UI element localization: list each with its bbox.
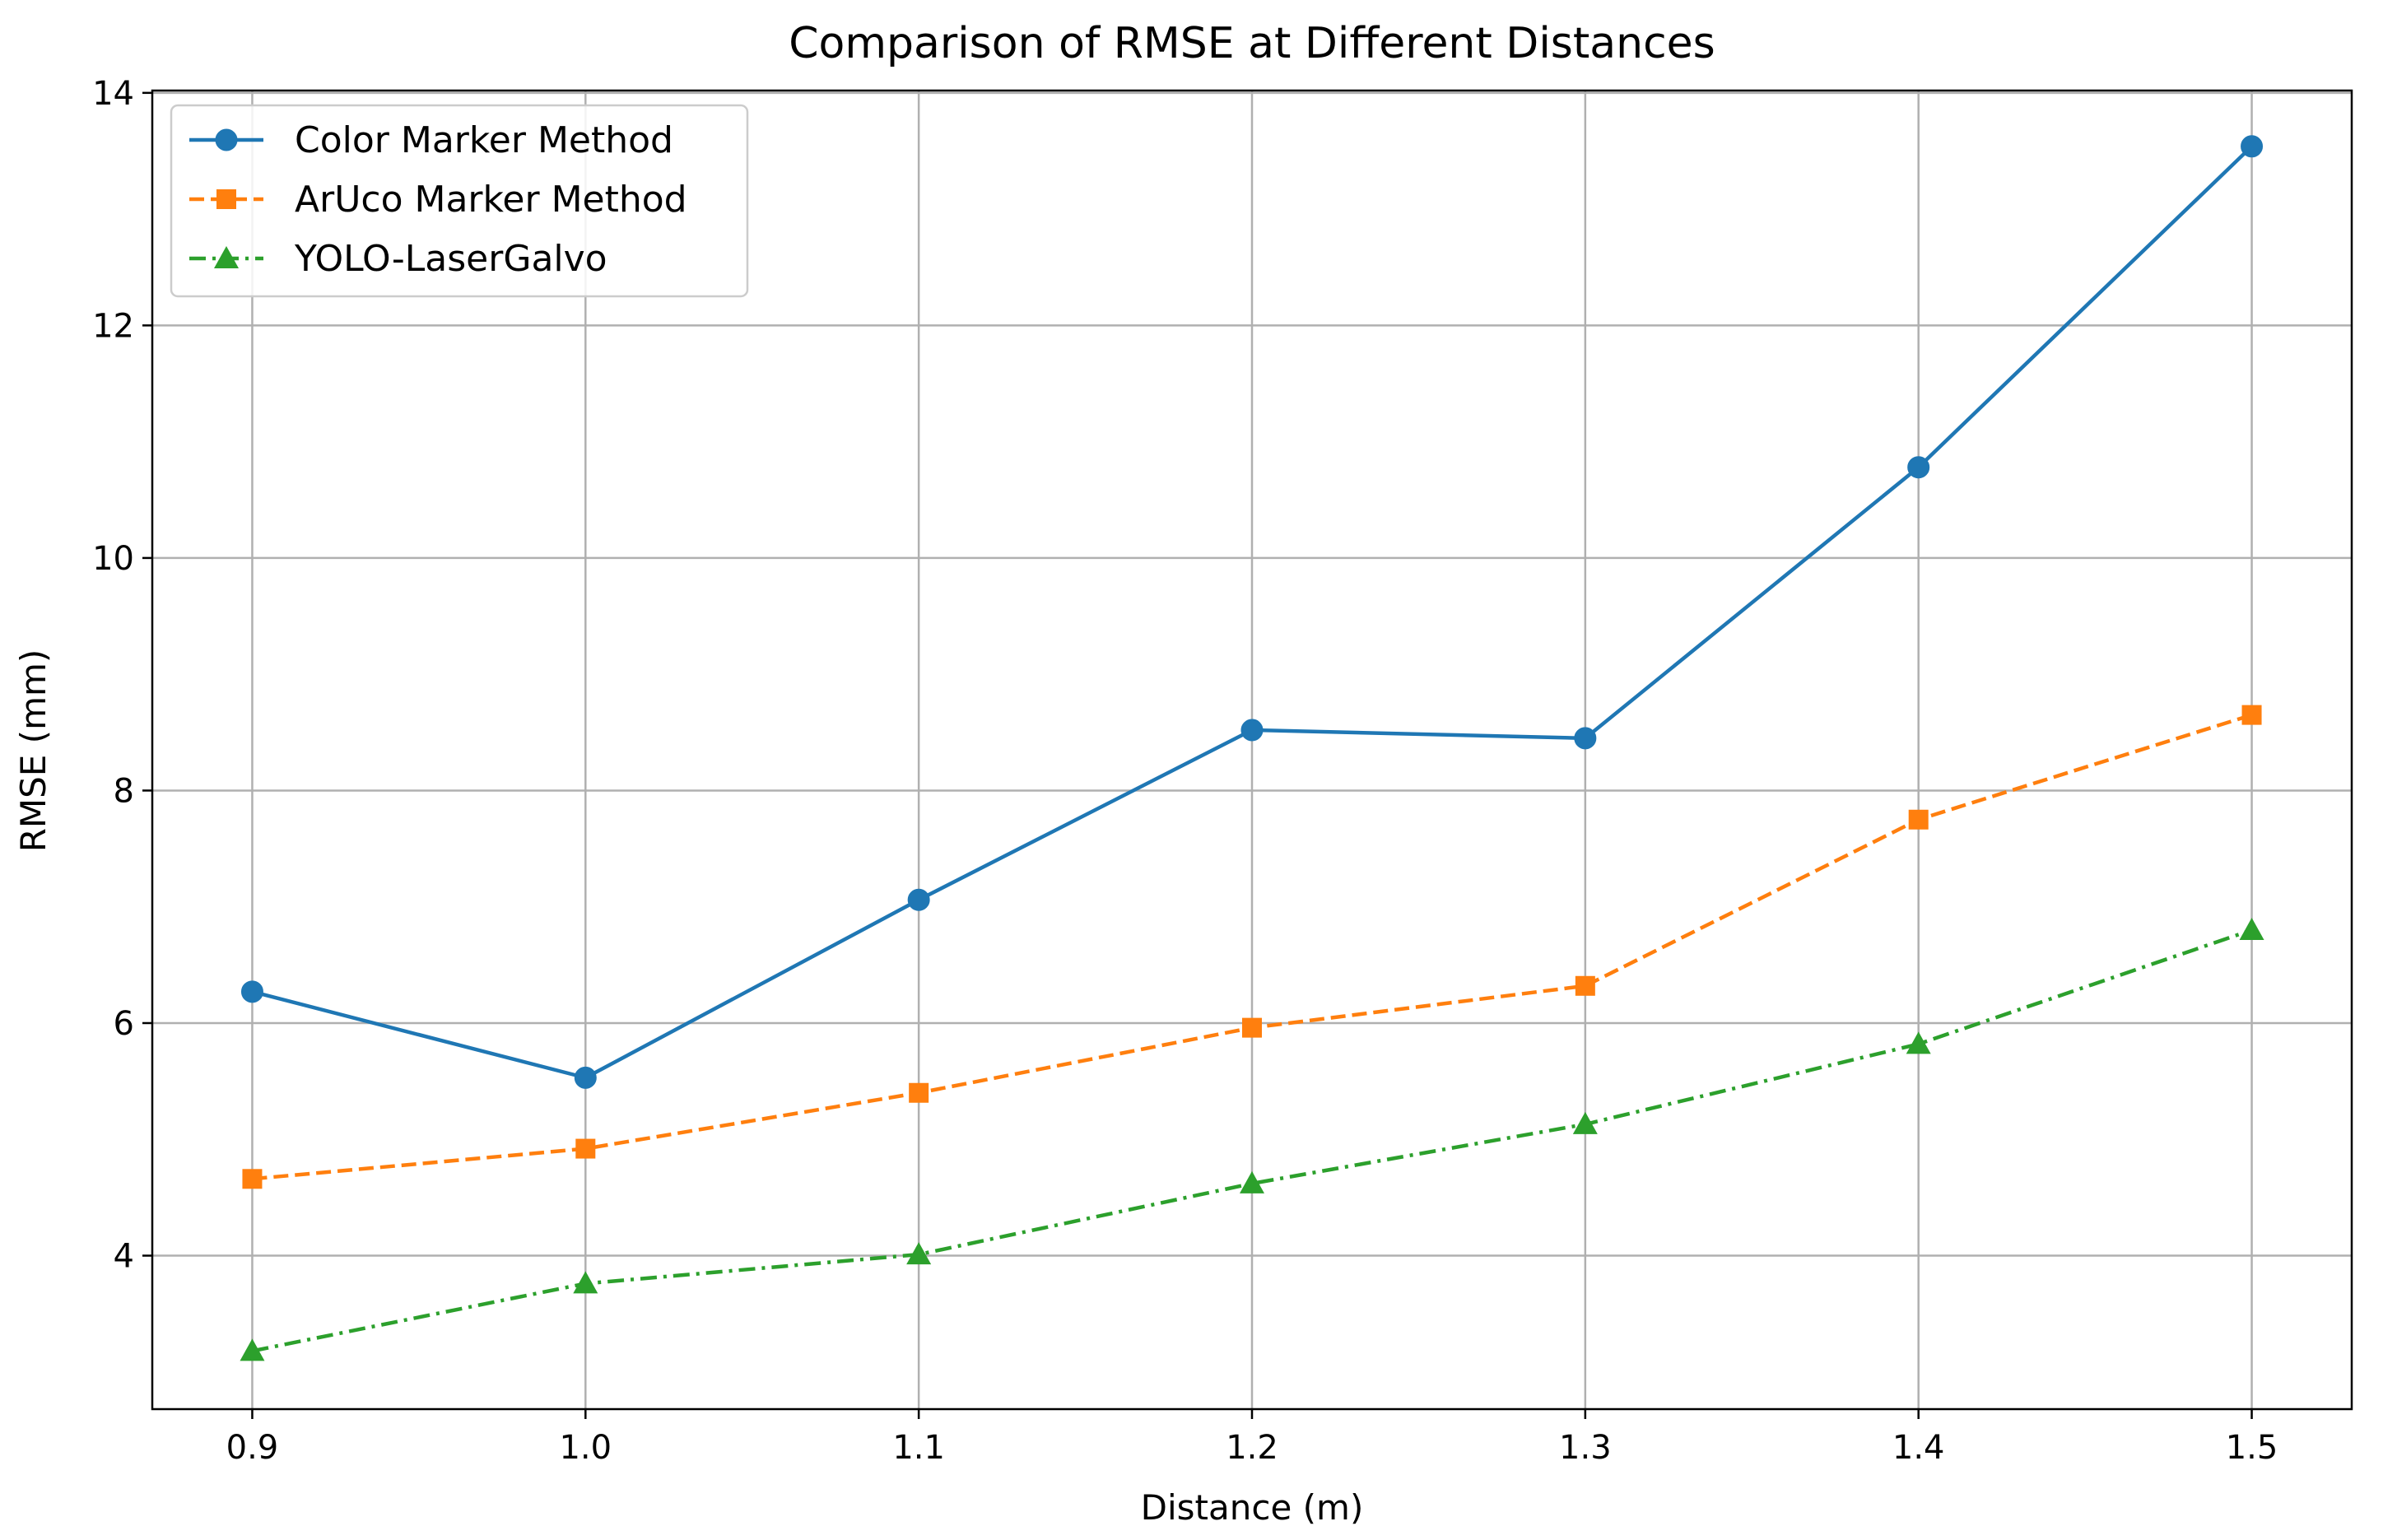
data-point [242,1169,263,1189]
data-point [2241,135,2264,158]
series-color-marker-method [240,135,2264,1089]
data-point [1575,975,1595,996]
data-point [574,1066,597,1089]
y-tick-label: 6 [114,1005,134,1043]
data-point [909,1082,929,1103]
data-point [1574,727,1597,750]
x-tick-label: 1.4 [1892,1429,1945,1467]
legend: Color Marker Method ArUco Marker Method YO… [170,104,749,298]
data-point [1908,809,1929,830]
x-tick-label: 1.1 [892,1429,945,1467]
data-point [1240,1170,1264,1193]
data-point [573,1271,598,1294]
y-axis-title: RMSE (mm) [13,649,54,853]
series-aruco-marker-method [242,705,2262,1189]
data-point [1240,719,1264,742]
series-yolo-lasergalvo [240,917,2264,1361]
data-point [1572,1111,1598,1134]
chart-title: Comparison of RMSE at Different Distance… [789,19,1715,68]
y-tick-label: 10 [92,540,134,578]
x-tick-label: 0.9 [226,1429,279,1467]
legend-marker [215,128,238,151]
y-tick-label: 14 [92,75,134,113]
y-tick-label: 4 [114,1238,134,1276]
y-tick-label: 12 [92,307,134,345]
legend-box [170,104,749,298]
y-tick-label: 8 [114,772,134,810]
legend-marker [214,246,239,268]
legend-label: YOLO-LaserGalvo [294,238,607,280]
x-tick-label: 1.0 [559,1429,612,1467]
data-point [907,888,930,911]
x-tick-label: 1.3 [1559,1429,1612,1467]
legend-marker [216,189,236,209]
data-point [240,1338,265,1361]
data-point [2241,705,2262,725]
x-tick-label: 1.5 [2226,1429,2278,1467]
legend-label: ArUco Marker Method [295,179,687,221]
x-axis-title: Distance (m) [1141,1487,1364,1528]
data-point [2239,917,2264,940]
data-point [1906,1031,1931,1054]
data-point [906,1242,932,1265]
data-point [240,980,263,1003]
data-point [1907,456,1930,479]
legend-label: Color Marker Method [295,119,673,161]
data-point [1242,1017,1262,1038]
x-tick-label: 1.2 [1226,1429,1278,1467]
data-point [575,1138,596,1159]
